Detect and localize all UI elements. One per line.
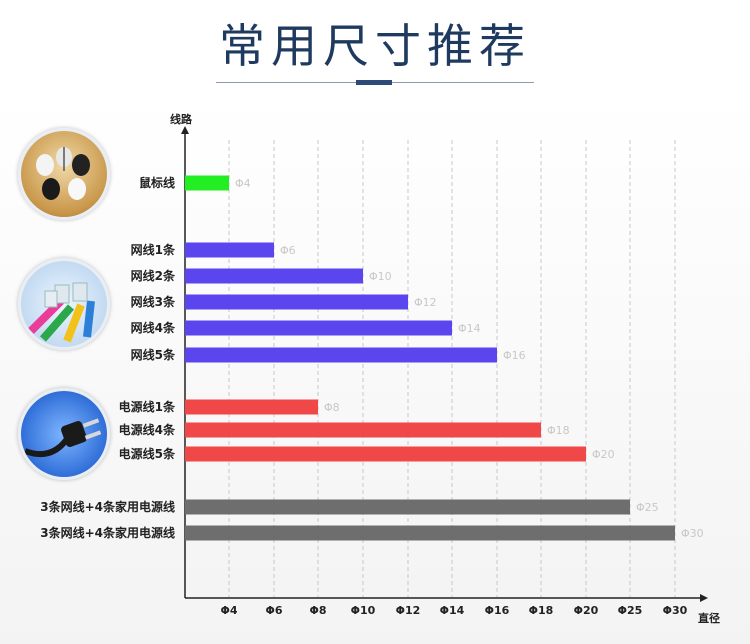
category-label: 电源线4条 <box>119 422 176 437</box>
y-axis-label: 线路 <box>170 112 193 126</box>
data-label: Φ6 <box>280 244 296 257</box>
data-label: Φ25 <box>636 501 659 514</box>
mouse-photo-icon <box>18 128 110 220</box>
network-cable-photo-icon <box>18 258 110 350</box>
power-plug-photo-icon <box>18 388 110 480</box>
data-label: Φ12 <box>414 296 437 309</box>
bar <box>185 446 586 462</box>
x-tick-label: Φ8 <box>309 604 326 617</box>
y-axis-arrow <box>181 126 189 134</box>
category-label: 电源线5条 <box>119 446 176 461</box>
data-label: Φ10 <box>369 270 392 283</box>
data-label: Φ4 <box>235 177 251 190</box>
x-tick-label: Φ12 <box>396 604 421 617</box>
category-label: 网线4条 <box>131 320 176 335</box>
category-label: 网线5条 <box>131 347 176 362</box>
x-axis-label: 直径 <box>698 611 720 625</box>
category-label: 电源线1条 <box>119 399 176 414</box>
title-divider-accent <box>356 80 392 85</box>
category-label: 3条网线+4条家用电源线 <box>40 525 175 540</box>
x-tick-label: Φ25 <box>618 604 643 617</box>
x-axis-arrow <box>700 594 708 602</box>
x-tick-label: Φ16 <box>485 604 510 617</box>
category-label: 网线2条 <box>131 268 176 283</box>
bar <box>185 320 452 336</box>
x-tick-label: Φ18 <box>529 604 554 617</box>
category-label: 3条网线+4条家用电源线 <box>40 499 175 514</box>
data-label: Φ16 <box>503 349 526 362</box>
page-title: 常用尺寸推荐 <box>219 19 531 73</box>
category-label: 网线3条 <box>131 294 176 309</box>
x-tick-label: Φ10 <box>351 604 376 617</box>
x-tick-label: Φ20 <box>574 604 599 617</box>
bar <box>185 399 318 415</box>
bar <box>185 525 675 541</box>
x-tick-label: Φ30 <box>663 604 688 617</box>
category-label: 鼠标线 <box>139 175 175 190</box>
data-label: Φ30 <box>681 527 704 540</box>
data-label: Φ20 <box>592 448 615 461</box>
bar <box>185 242 274 258</box>
category-label: 网线1条 <box>131 242 176 257</box>
data-label: Φ18 <box>547 424 570 437</box>
bar <box>185 268 363 284</box>
bar <box>185 347 497 363</box>
bar <box>185 499 630 515</box>
data-label: Φ14 <box>458 322 481 335</box>
bar <box>185 294 408 310</box>
chart-panel <box>0 96 750 644</box>
bar <box>185 175 229 191</box>
bar <box>185 422 541 438</box>
data-label: Φ8 <box>324 401 340 414</box>
x-tick-label: Φ4 <box>220 604 237 617</box>
x-tick-label: Φ14 <box>440 604 465 617</box>
x-tick-label: Φ6 <box>265 604 282 617</box>
